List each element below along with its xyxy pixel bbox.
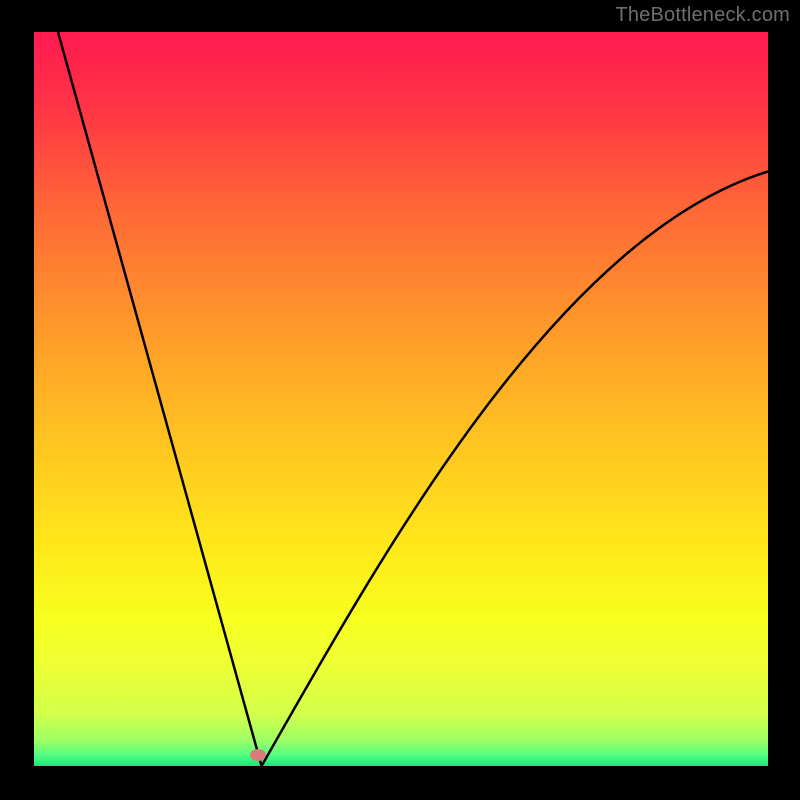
bottleneck-curve xyxy=(34,32,768,766)
plot-area xyxy=(34,32,768,766)
chart-root: TheBottleneck.com xyxy=(0,0,800,800)
watermark-text: TheBottleneck.com xyxy=(615,4,790,27)
minimum-marker xyxy=(250,749,266,761)
